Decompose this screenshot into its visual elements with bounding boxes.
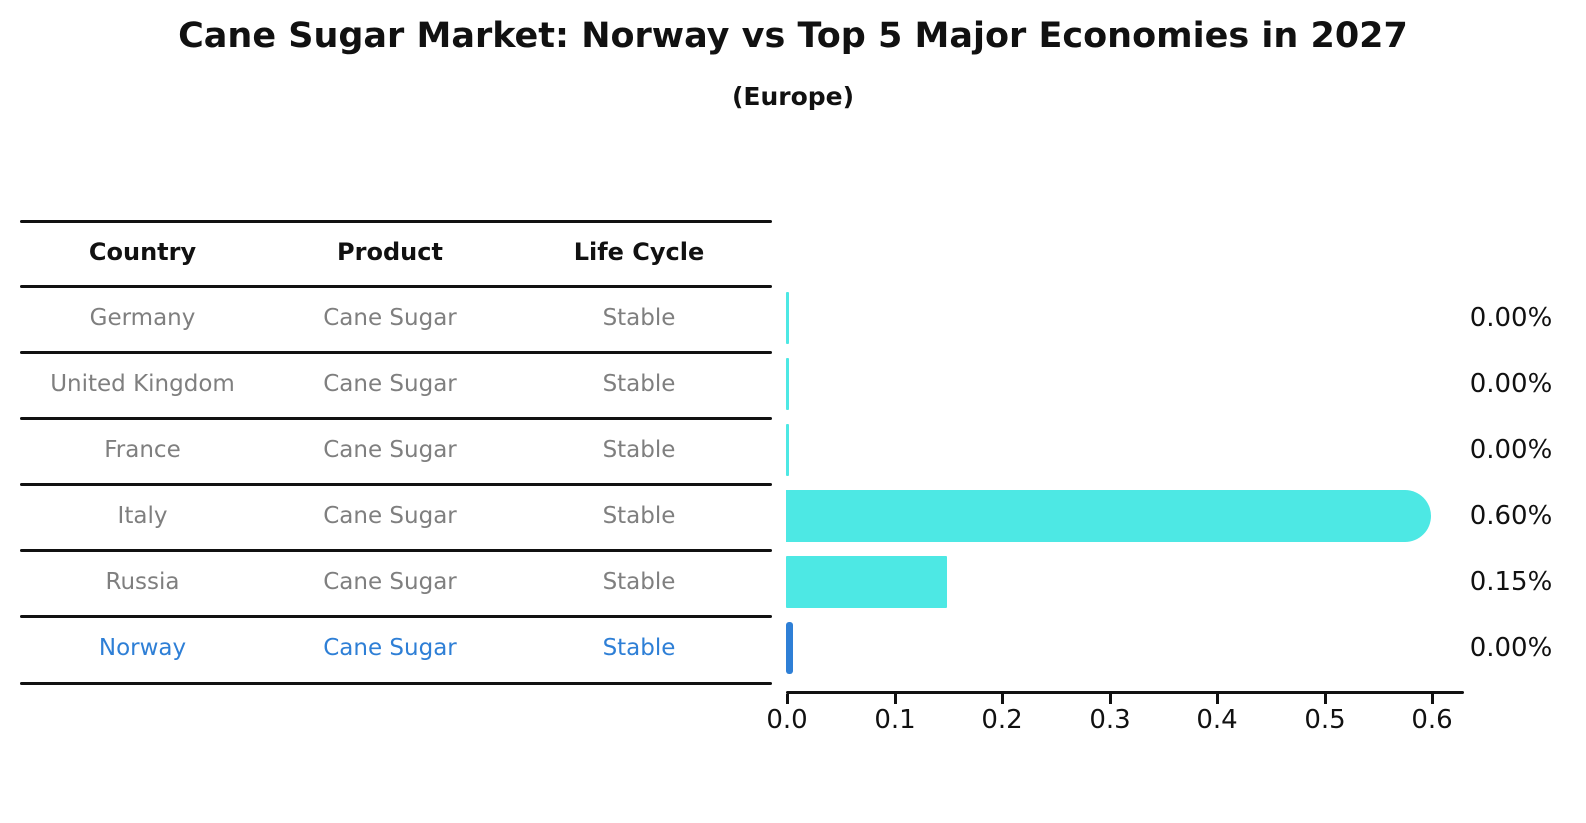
- value-label-france: 0.00%: [1469, 435, 1553, 465]
- cell-product: Cane Sugar: [323, 635, 457, 661]
- cell-country: Norway: [98, 635, 187, 661]
- bar-germany: [786, 292, 789, 344]
- value-label-germany: 0.00%: [1469, 303, 1553, 333]
- cell-country: Germany: [89, 305, 196, 331]
- table-top-rule: [20, 220, 772, 223]
- bar-france: [786, 424, 789, 476]
- table-header-rule: [20, 285, 772, 288]
- x-axis-tick: [894, 694, 897, 704]
- bar-norway-highlighted: [786, 622, 793, 674]
- column-header-life-cycle: Life Cycle: [573, 238, 705, 266]
- x-axis-tick: [786, 694, 789, 704]
- table-row-germany: Germany Cane Sugar Stable: [20, 285, 763, 351]
- column-header-country: Country: [88, 238, 197, 266]
- table-row-france: France Cane Sugar Stable: [20, 417, 763, 483]
- cell-life-cycle: Stable: [602, 569, 676, 595]
- x-axis-tick: [1001, 694, 1004, 704]
- cell-life-cycle: Stable: [602, 635, 676, 661]
- table-bottom-rule: [20, 682, 772, 685]
- cell-product: Cane Sugar: [323, 371, 457, 397]
- table-row-rule: [20, 417, 772, 420]
- cell-country: France: [104, 437, 181, 463]
- value-label-united-kingdom: 0.00%: [1469, 369, 1553, 399]
- x-axis-tick-label: 0.0: [766, 705, 808, 735]
- column-header-product: Product: [337, 238, 443, 266]
- table-row-rule: [20, 549, 772, 552]
- cell-product: Cane Sugar: [323, 305, 457, 331]
- chart-subtitle: (Europe): [731, 82, 855, 111]
- table-row-rule: [20, 483, 772, 486]
- table-row-united-kingdom: United Kingdom Cane Sugar Stable: [20, 351, 763, 417]
- cell-product: Cane Sugar: [323, 569, 457, 595]
- x-axis-tick-label: 0.5: [1304, 705, 1346, 735]
- x-axis-tick-label: 0.3: [1089, 705, 1131, 735]
- cell-life-cycle: Stable: [602, 305, 676, 331]
- cell-country: Russia: [105, 569, 180, 595]
- x-axis-tick: [1216, 694, 1219, 704]
- table-row-rule: [20, 615, 772, 618]
- cell-product: Cane Sugar: [323, 503, 457, 529]
- table-header-row: Country Product Life Cycle: [20, 219, 763, 285]
- bar-russia: [786, 556, 947, 608]
- bar-united-kingdom: [786, 358, 789, 410]
- x-axis-tick-label: 0.1: [874, 705, 916, 735]
- table-row-rule: [20, 351, 772, 354]
- x-axis-tick: [1109, 694, 1112, 704]
- chart-title: Cane Sugar Market: Norway vs Top 5 Major…: [178, 16, 1408, 56]
- cell-life-cycle: Stable: [602, 437, 676, 463]
- cell-life-cycle: Stable: [602, 371, 676, 397]
- x-axis-tick-label: 0.4: [1196, 705, 1238, 735]
- cell-product: Cane Sugar: [323, 437, 457, 463]
- x-axis-tick-label: 0.6: [1411, 705, 1453, 735]
- bar-italy: [786, 490, 1431, 542]
- table-row-russia: Russia Cane Sugar Stable: [20, 549, 763, 615]
- table-row-italy: Italy Cane Sugar Stable: [20, 483, 763, 549]
- x-axis-tick: [1431, 694, 1434, 704]
- value-label-norway: 0.00%: [1469, 633, 1553, 663]
- value-label-italy: 0.60%: [1469, 501, 1553, 531]
- table-row-norway-highlighted: Norway Cane Sugar Stable: [20, 615, 763, 681]
- cell-life-cycle: Stable: [602, 503, 676, 529]
- x-axis-tick: [1324, 694, 1327, 704]
- x-axis-line: [786, 691, 1464, 694]
- cell-country: Italy: [117, 503, 168, 529]
- cell-country: United Kingdom: [50, 371, 235, 397]
- x-axis-tick-label: 0.2: [981, 705, 1023, 735]
- value-label-russia: 0.15%: [1469, 567, 1553, 597]
